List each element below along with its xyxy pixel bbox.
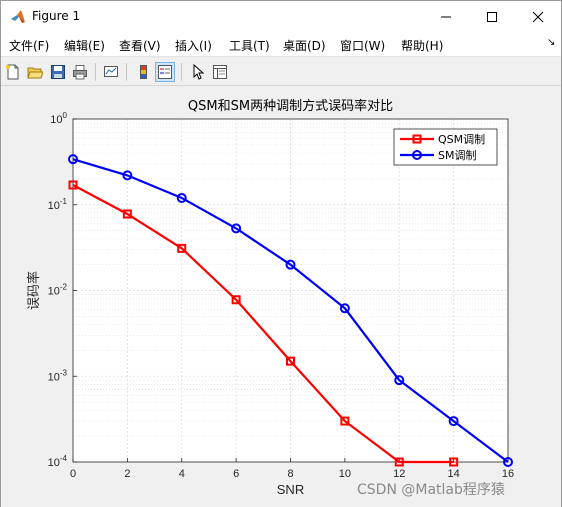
- colorbar-button[interactable]: [133, 62, 153, 82]
- open-button[interactable]: [25, 62, 45, 82]
- maximize-button[interactable]: [469, 1, 515, 32]
- x-tick-label: 12: [393, 468, 405, 480]
- title-bar[interactable]: Figure 1: [1, 1, 561, 32]
- menu-help[interactable]: 帮助(H): [401, 39, 444, 53]
- legend-marker-circle: [412, 150, 422, 160]
- legend-marker-square: [412, 134, 422, 144]
- toolbar-separator: [95, 63, 96, 81]
- data-point-square: [231, 295, 241, 305]
- x-tick-label: 6: [233, 468, 239, 480]
- x-tick-label: 14: [448, 468, 460, 480]
- print-button[interactable]: [70, 62, 90, 82]
- maximize-icon: [487, 11, 497, 22]
- menu-window[interactable]: 窗口(W): [340, 39, 386, 53]
- menu-overflow-icon[interactable]: ↘: [547, 37, 556, 48]
- y-axis-label: 误码率: [26, 271, 42, 310]
- toolbar-separator: [126, 63, 127, 81]
- axes-frame: [72, 118, 509, 463]
- x-tick-label: 8: [287, 468, 293, 480]
- open-folder-icon: [27, 67, 43, 79]
- close-button[interactable]: [515, 1, 561, 32]
- data-point-circle: [122, 170, 133, 181]
- menu-edit[interactable]: 编辑(E): [64, 39, 105, 53]
- series-line-2: [72, 158, 509, 463]
- minimize-button[interactable]: [423, 1, 469, 32]
- pointer-icon: [193, 64, 205, 80]
- toolbar-separator: [181, 63, 182, 81]
- menu-view[interactable]: 查看(V): [119, 39, 161, 53]
- toolbar: [1, 56, 561, 86]
- data-point-square: [286, 356, 295, 366]
- legend-label: SM调制: [438, 149, 476, 162]
- property-editor-button[interactable]: [210, 62, 230, 82]
- property-editor-icon: [213, 65, 227, 79]
- legend-label: QSM调制: [438, 133, 485, 146]
- new-file-button[interactable]: [3, 62, 23, 82]
- y-tick-label: 10-3: [48, 368, 68, 383]
- window-title: Figure 1: [32, 9, 81, 23]
- y-tick-label: 10-4: [48, 454, 68, 469]
- y-tick-label: 10-1: [48, 197, 68, 212]
- menu-bar: 文件(F) 编辑(E) 查看(V) 插入(I) 工具(T) 桌面(D) 窗口(W…: [1, 32, 561, 56]
- data-point-circle: [503, 457, 513, 467]
- data-point-circle: [231, 223, 242, 234]
- link-plot-icon: [104, 66, 118, 77]
- x-tick-label: 10: [339, 468, 351, 480]
- data-point-square: [394, 457, 404, 467]
- data-point-circle: [176, 192, 187, 203]
- data-point-circle: [394, 375, 405, 386]
- data-point-circle: [285, 259, 296, 270]
- legend-button[interactable]: [155, 62, 175, 82]
- series-line-1: [72, 184, 454, 464]
- close-icon: [532, 11, 544, 22]
- data-point-square: [68, 180, 78, 190]
- minimize-icon: [441, 16, 451, 17]
- x-tick-label: 16: [502, 468, 514, 480]
- legend-icon: [158, 65, 172, 79]
- data-point-circle: [339, 303, 350, 314]
- menu-insert[interactable]: 插入(I): [175, 39, 212, 53]
- data-point-circle: [448, 416, 459, 427]
- x-axis-label: SNR: [277, 482, 304, 497]
- x-tick-label: 4: [179, 468, 185, 480]
- chart-title: QSM和SM两种调制方式误码率对比: [188, 98, 393, 114]
- menu-file[interactable]: 文件(F): [9, 39, 50, 53]
- matlab-icon: [10, 9, 26, 25]
- colorbar-icon: [140, 65, 147, 79]
- data-point-square: [449, 457, 459, 467]
- ber-chart: 0 2 4 6 8 10 12 14 16 100 10-1 10-2 10-3 10-4 QSM和SM两种…: [26, 98, 514, 497]
- data-point-square: [340, 416, 350, 426]
- save-button[interactable]: [48, 62, 68, 82]
- menu-desktop[interactable]: 桌面(D): [283, 39, 326, 53]
- pointer-button[interactable]: [188, 62, 208, 82]
- x-tick-label: 0: [70, 468, 76, 480]
- menu-tools[interactable]: 工具(T): [229, 39, 270, 53]
- watermark-text: CSDN @Matlab程序猿: [357, 482, 505, 498]
- legend-box[interactable]: [393, 128, 498, 166]
- y-tick-label: 10-2: [48, 283, 68, 298]
- data-point-square: [177, 243, 187, 253]
- data-point-circle: [68, 154, 78, 165]
- x-tick-label: 2: [124, 468, 130, 480]
- new-file-icon: [6, 64, 19, 80]
- save-icon: [51, 65, 65, 79]
- data-point-square: [122, 209, 132, 219]
- link-plot-button[interactable]: [101, 62, 121, 82]
- y-tick-label: 100: [50, 111, 67, 126]
- print-icon: [73, 65, 87, 80]
- figure-canvas: 0 2 4 6 8 10 12 14 16 100 10-1 10-2 10-3 10-4 QSM和SM两种…: [1, 87, 561, 507]
